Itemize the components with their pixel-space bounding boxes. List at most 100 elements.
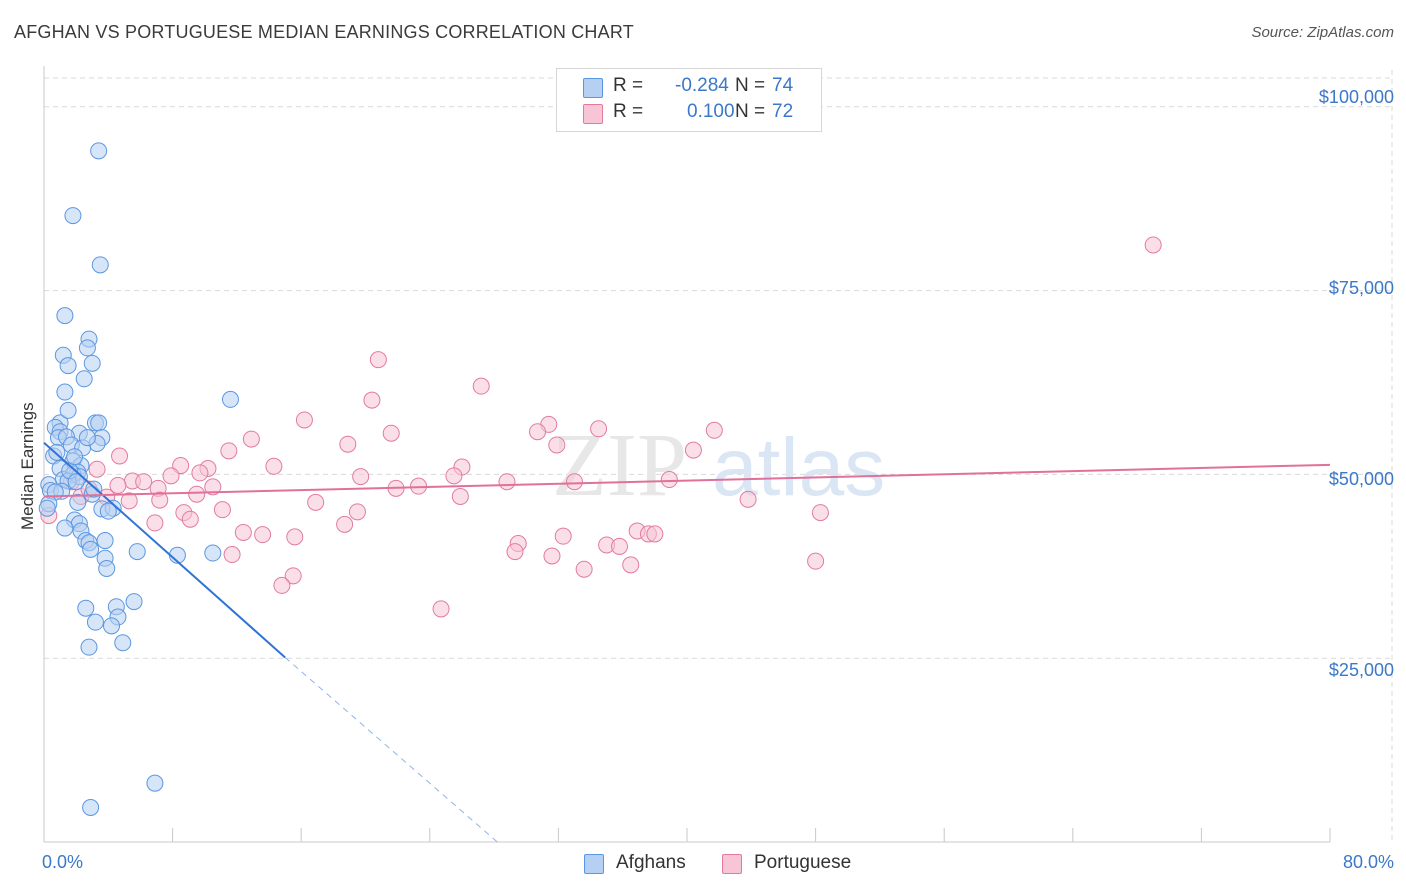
data-point <box>336 515 354 533</box>
x-tick-max: 80.0% <box>1342 852 1394 872</box>
y-axis-label: Median Earnings <box>18 402 37 530</box>
data-point <box>234 523 252 541</box>
data-point <box>646 525 664 543</box>
r-label: R = <box>613 75 644 96</box>
afghan-points <box>38 142 239 816</box>
data-point <box>120 492 138 510</box>
data-point <box>575 560 593 578</box>
data-point <box>59 357 77 375</box>
grid-lines <box>44 70 1394 842</box>
data-point <box>811 504 829 522</box>
data-point <box>543 547 561 565</box>
n-value: 72 <box>772 101 794 122</box>
data-point <box>472 377 490 395</box>
watermark: ZIP atlas <box>552 416 885 515</box>
data-point <box>75 370 93 388</box>
data-point <box>352 468 370 486</box>
data-point <box>286 528 304 546</box>
data-point <box>348 503 366 521</box>
chart-title: AFGHAN VS PORTUGUESE MEDIAN EARNINGS COR… <box>14 22 634 42</box>
data-point <box>56 383 74 401</box>
r-label: R = <box>613 101 644 122</box>
data-point <box>265 457 283 475</box>
data-point <box>295 411 313 429</box>
data-point <box>128 543 146 561</box>
data-point <box>451 487 469 505</box>
data-point <box>86 613 104 631</box>
data-point <box>69 493 87 511</box>
data-point <box>204 478 222 496</box>
afghan-trend-line <box>43 442 286 659</box>
data-point <box>506 543 524 561</box>
data-point <box>146 514 164 532</box>
y-tick-label: $100,000 <box>1318 87 1394 107</box>
data-point <box>67 473 85 491</box>
data-point <box>739 490 757 508</box>
data-point <box>91 256 109 274</box>
portuguese-trend-line <box>43 463 1331 498</box>
data-point <box>59 401 77 419</box>
y-tick-label: $75,000 <box>1328 278 1394 298</box>
data-point <box>660 471 678 489</box>
data-point <box>90 414 108 432</box>
data-point <box>705 421 723 439</box>
data-point <box>590 420 608 438</box>
data-point <box>56 307 74 325</box>
watermark-atlas: atlas <box>712 422 885 513</box>
data-point <box>307 493 325 511</box>
data-point <box>151 491 169 509</box>
data-point <box>146 774 164 792</box>
data-point <box>363 391 381 409</box>
data-point <box>684 441 702 459</box>
data-point <box>432 600 450 618</box>
data-point <box>135 473 153 491</box>
data-point <box>96 532 114 550</box>
y-tick-label: $25,000 <box>1328 660 1394 680</box>
trend-lines <box>43 442 1331 843</box>
data-point <box>90 142 108 160</box>
data-point <box>85 480 103 498</box>
data-point <box>125 593 143 611</box>
source-label: Source: ZipAtlas.com <box>1251 24 1394 41</box>
data-point <box>38 499 56 517</box>
data-point <box>111 447 129 465</box>
data-point <box>114 634 132 652</box>
data-point <box>181 510 199 528</box>
legend-label: Portuguese <box>754 852 852 873</box>
n-label: N = <box>735 75 766 96</box>
watermark-zip: ZIP <box>552 416 687 515</box>
portuguese-swatch <box>722 854 742 874</box>
data-point <box>64 207 82 225</box>
data-point <box>66 448 84 466</box>
data-point <box>445 467 463 485</box>
data-point <box>220 442 238 460</box>
data-point <box>88 460 106 478</box>
data-point <box>529 423 547 441</box>
data-point <box>242 430 260 448</box>
legend-label: Afghans <box>616 852 686 873</box>
data-point <box>83 354 101 372</box>
data-point <box>82 540 100 558</box>
portuguese-points <box>40 236 1162 618</box>
data-point <box>565 473 583 491</box>
afghan-swatch <box>583 78 603 98</box>
axes <box>43 66 1331 843</box>
data-point <box>78 339 96 357</box>
data-point <box>254 526 272 544</box>
data-point <box>1144 236 1162 254</box>
data-point <box>82 798 100 816</box>
data-point <box>162 467 180 485</box>
data-point <box>204 544 222 562</box>
data-point <box>498 473 516 491</box>
data-point <box>807 552 825 570</box>
data-point <box>109 476 127 494</box>
data-point <box>77 599 95 617</box>
afghan-trend-extension <box>284 657 498 843</box>
r-value: -0.284 <box>675 75 729 96</box>
data-point <box>382 424 400 442</box>
data-point <box>339 435 357 453</box>
data-point <box>98 559 116 577</box>
data-point <box>622 556 640 574</box>
data-point <box>56 519 74 537</box>
